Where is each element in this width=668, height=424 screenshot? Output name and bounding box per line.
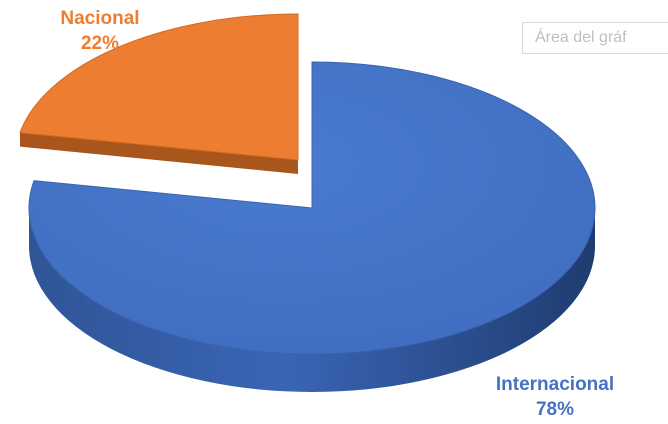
data-label-nacional-name: Nacional <box>60 8 140 29</box>
data-label-nacional: Nacional 22% <box>40 6 160 56</box>
data-label-internacional-name: Internacional <box>495 374 615 395</box>
data-label-internacional-percent: 78% <box>535 399 575 420</box>
slice-internacional-side <box>29 208 595 392</box>
slice-nacional <box>19 13 299 161</box>
data-label-nacional-percent: 22% <box>80 33 120 54</box>
slice-nacional-side <box>20 132 299 174</box>
chart-area-tooltip: Área del gráf <box>522 22 668 54</box>
data-label-internacional: Internacional 78% <box>470 372 640 422</box>
slice-internacional <box>28 61 596 355</box>
